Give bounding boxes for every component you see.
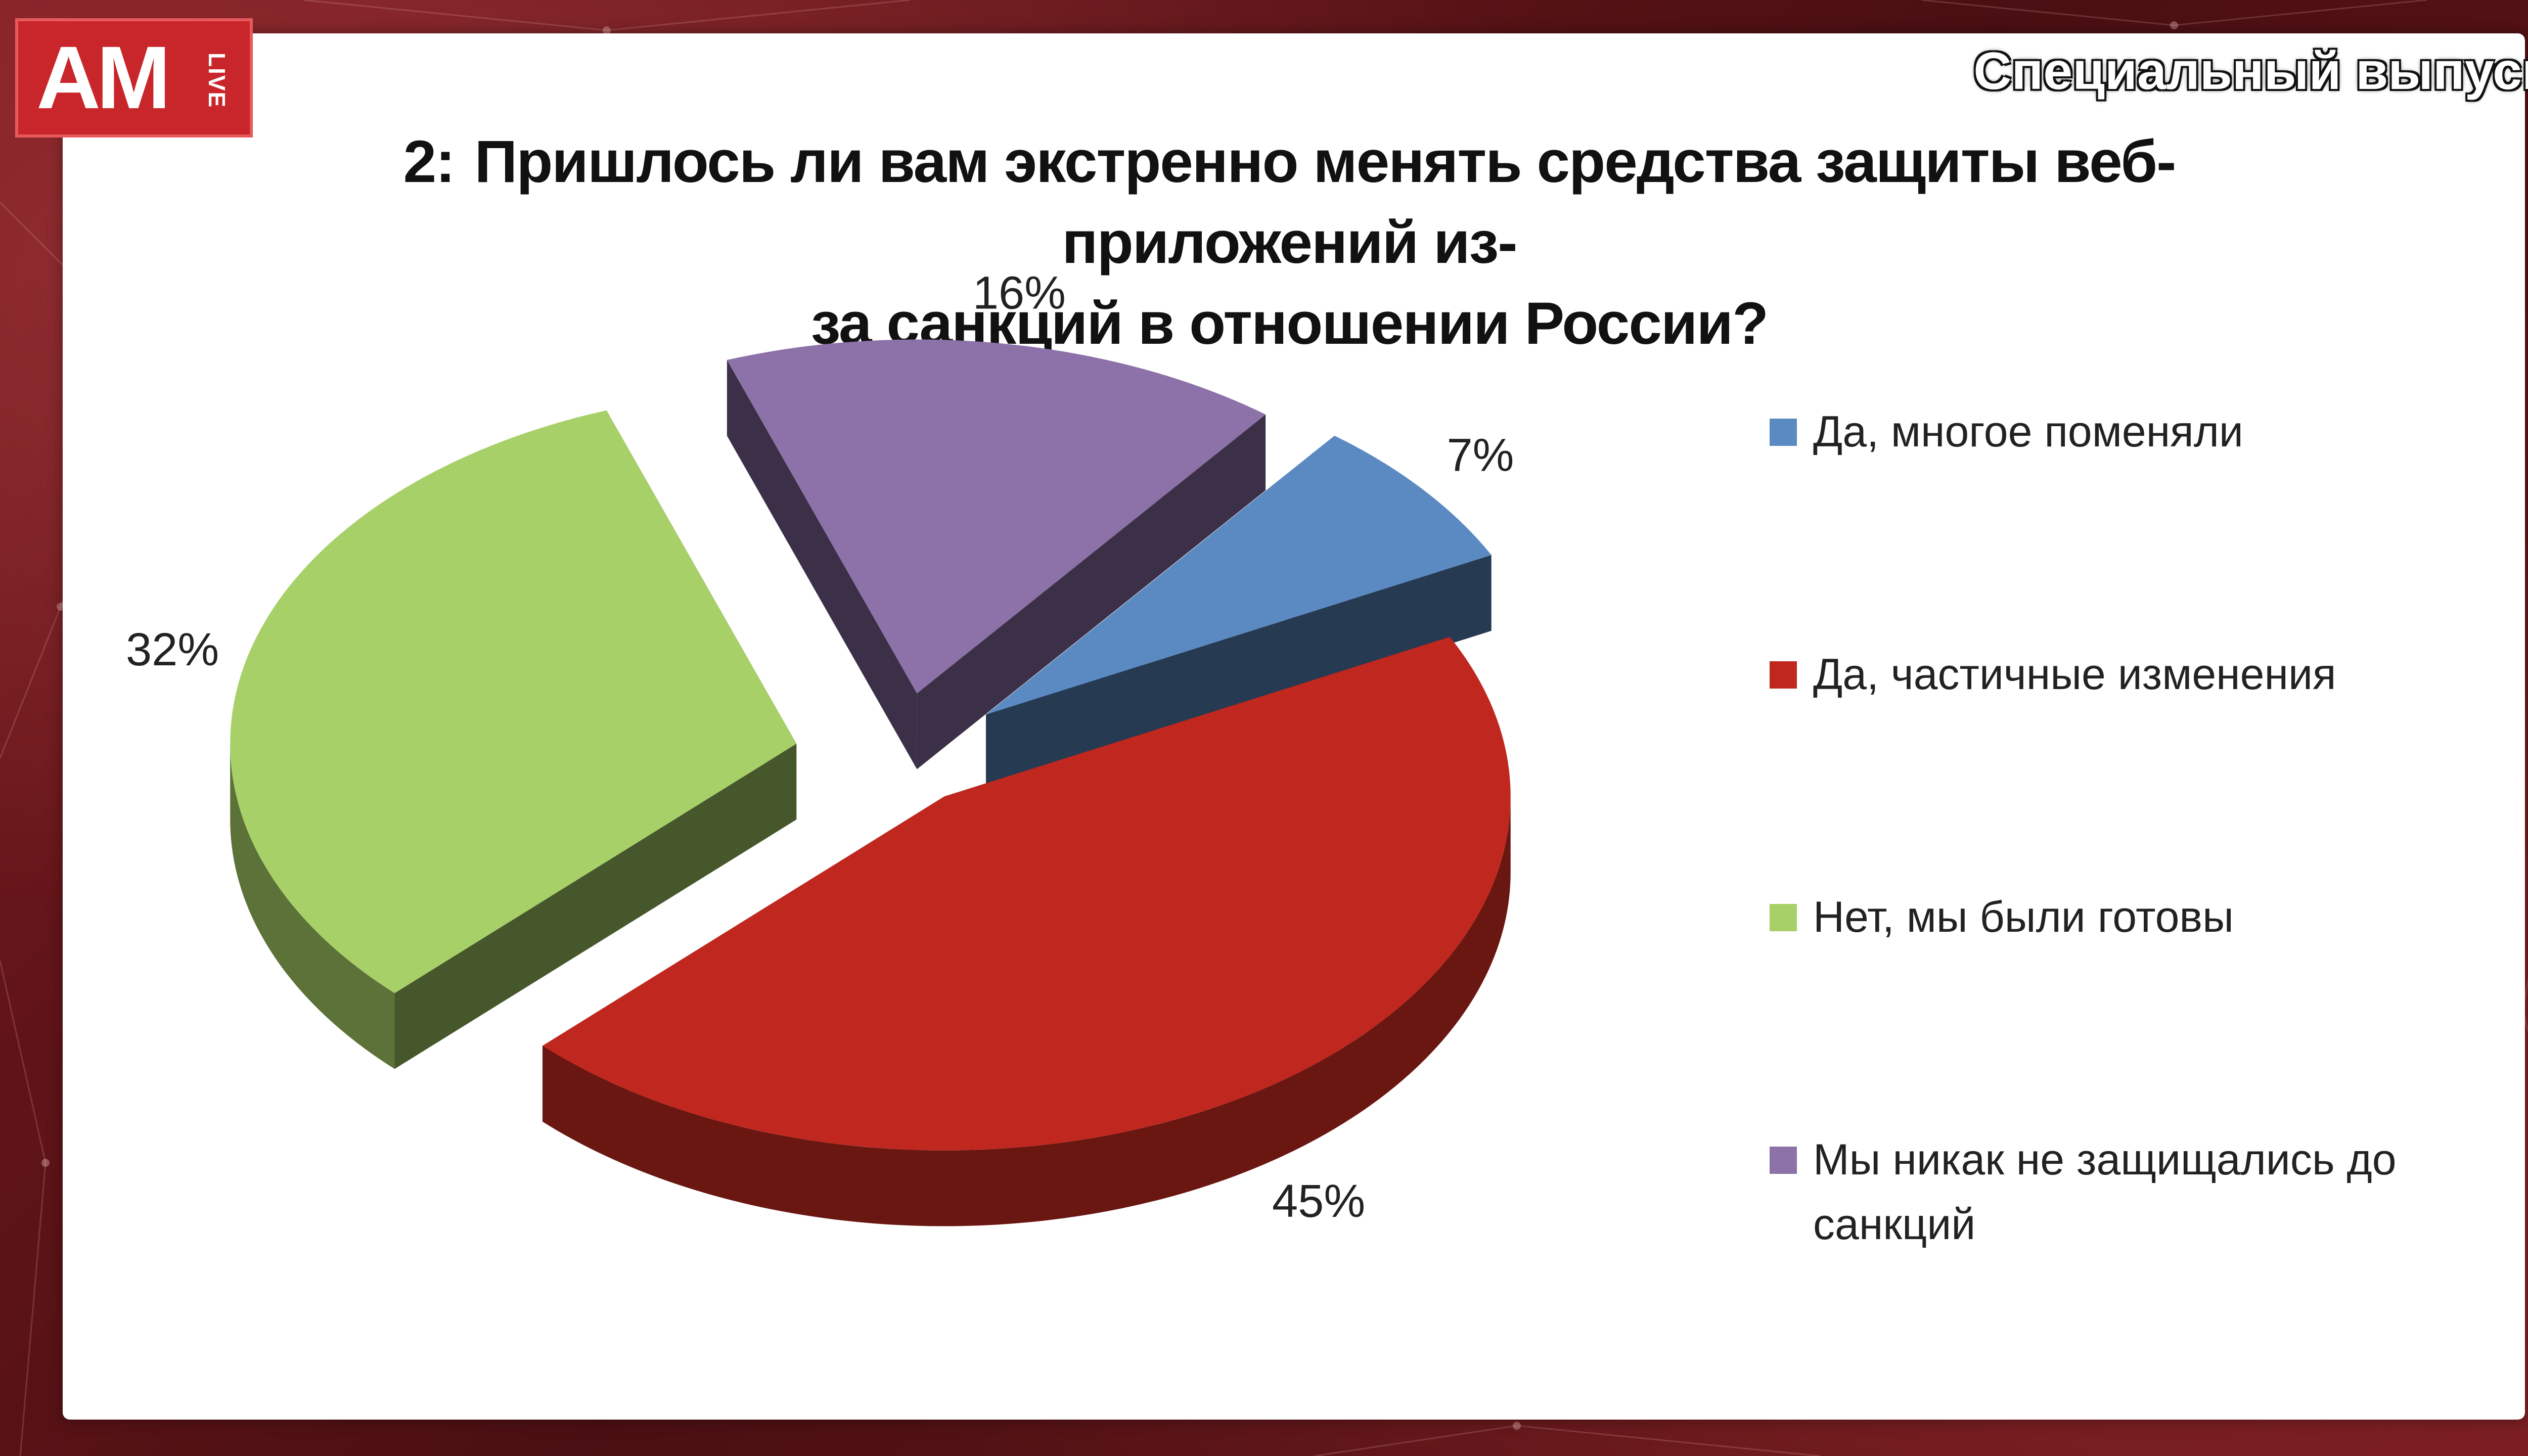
- legend-label-0: Да, многое поменяли: [1813, 407, 2243, 456]
- pie-slice-3: [727, 339, 1266, 769]
- pie-slice-0-wall-1: [986, 555, 1492, 791]
- legend-swatch-2: [1770, 904, 1797, 931]
- legend-label-2: Нет, мы были готовы: [1813, 893, 2234, 941]
- pie-slice-2: [230, 410, 797, 1069]
- legend-swatch-0: [1770, 419, 1797, 446]
- legend-label-1: Да, частичные изменения: [1813, 650, 2336, 699]
- pie-slice-3-top: [727, 339, 1266, 694]
- pie-slice-2-wall-0: [394, 744, 797, 1069]
- legend-item-3: Мы никак не защищались до санкций: [1770, 1127, 2427, 1257]
- pie-slice-2-side-0: [230, 744, 395, 1069]
- pie-slice-1-side-0: [543, 796, 1511, 1226]
- pie-slice-2-top: [230, 410, 797, 993]
- pie-slice-0: [986, 435, 1492, 791]
- slice-value-label-3: 16%: [973, 267, 1066, 319]
- legend-swatch-1: [1770, 661, 1797, 689]
- legend-swatch-3: [1770, 1147, 1797, 1174]
- legend-item-2: Нет, мы были готовы: [1770, 885, 2427, 949]
- slice-value-label-0: 7%: [1447, 429, 1514, 481]
- special-edition-label: Специальный выпуск: [1973, 42, 2528, 101]
- pie-slice-0-top: [986, 435, 1492, 715]
- title-line-1: Пришлось ли вам экстренно менять средств…: [474, 128, 2177, 276]
- question-number: 2:: [403, 128, 456, 195]
- pie-slice-1-top: [543, 636, 1511, 1151]
- slice-value-label-1: 45%: [1272, 1175, 1365, 1227]
- logo-text: AM: [36, 28, 171, 127]
- pie-slice-1: [543, 636, 1511, 1226]
- slice-value-label-2: 32%: [126, 624, 219, 675]
- pie-slice-3-wall-1: [917, 414, 1266, 769]
- am-live-logo: AM LIVE: [15, 18, 253, 138]
- legend-item-1: Да, частичные изменения: [1770, 642, 2427, 707]
- legend-item-0: Да, многое поменяли: [1770, 399, 2427, 464]
- legend-label-3: Мы никак не защищались до санкций: [1813, 1135, 2397, 1249]
- pie-slice-3-wall-0: [727, 360, 917, 769]
